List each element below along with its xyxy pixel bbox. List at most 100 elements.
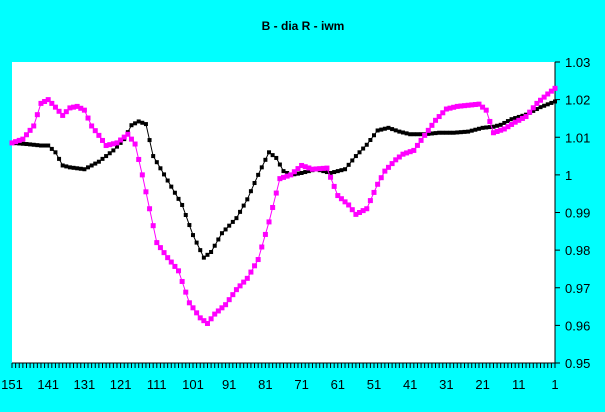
data-point-iwm xyxy=(349,207,355,213)
data-point-iwm xyxy=(45,97,51,103)
plot-area xyxy=(12,62,555,363)
data-point-iwm xyxy=(284,173,290,179)
data-point-iwm xyxy=(545,91,551,97)
data-point-dia xyxy=(292,172,297,177)
data-point-iwm xyxy=(552,85,558,91)
y-tick-label: 1 xyxy=(565,168,572,183)
data-point-iwm xyxy=(353,211,359,217)
data-point-dia xyxy=(241,203,246,208)
data-point-iwm xyxy=(150,223,156,229)
data-point-iwm xyxy=(9,140,15,146)
series-iwm xyxy=(9,85,558,326)
y-tick-label: 0.97 xyxy=(565,281,590,296)
data-point-dia xyxy=(187,223,192,228)
data-point-dia xyxy=(498,122,503,127)
data-point-dia xyxy=(38,143,43,148)
data-point-iwm xyxy=(13,139,19,145)
data-point-iwm xyxy=(147,206,153,212)
data-point-iwm xyxy=(306,165,312,171)
data-point-iwm xyxy=(375,181,381,187)
data-point-iwm xyxy=(179,278,185,284)
data-point-dia xyxy=(484,125,489,130)
data-point-iwm xyxy=(74,103,80,109)
x-tick-label: 121 xyxy=(110,377,132,392)
data-point-iwm xyxy=(270,204,276,210)
data-point-iwm xyxy=(255,257,261,263)
data-point-dia xyxy=(495,123,500,128)
data-point-iwm xyxy=(92,128,98,134)
data-point-dia xyxy=(42,143,47,148)
data-point-dia xyxy=(151,154,156,159)
data-point-dia xyxy=(75,166,80,171)
x-tick-label: 81 xyxy=(258,377,272,392)
data-point-dia xyxy=(17,141,22,146)
data-point-dia xyxy=(53,150,58,155)
data-point-iwm xyxy=(519,115,525,121)
data-point-iwm xyxy=(411,147,417,153)
data-point-dia xyxy=(513,116,518,121)
data-point-dia xyxy=(372,133,376,138)
data-point-dia xyxy=(78,166,83,171)
data-point-dia xyxy=(259,165,264,170)
data-point-dia xyxy=(393,128,398,133)
data-point-dia xyxy=(227,223,232,228)
data-point-iwm xyxy=(436,114,442,120)
data-point-iwm xyxy=(414,142,420,148)
x-tick-label: 91 xyxy=(222,377,236,392)
y-tick-label: 1.03 xyxy=(565,55,590,70)
data-point-dia xyxy=(324,170,329,175)
data-point-iwm xyxy=(143,189,149,195)
data-point-dia xyxy=(245,197,250,202)
data-point-iwm xyxy=(357,210,363,215)
data-point-iwm xyxy=(480,104,486,110)
data-point-iwm xyxy=(512,119,518,125)
data-point-iwm xyxy=(42,99,48,105)
data-point-dia xyxy=(35,143,40,148)
data-point-iwm xyxy=(121,134,127,140)
data-point-dia xyxy=(516,114,521,119)
data-point-iwm xyxy=(233,287,239,293)
data-point-dia xyxy=(285,170,290,175)
data-point-iwm xyxy=(165,255,171,261)
data-point-dia xyxy=(444,130,449,135)
data-point-dia xyxy=(390,127,395,132)
data-point-iwm xyxy=(288,172,294,178)
data-point-iwm xyxy=(139,172,145,178)
data-point-dia xyxy=(339,168,344,173)
data-point-iwm xyxy=(382,168,388,174)
data-point-iwm xyxy=(527,109,533,115)
data-point-dia xyxy=(147,138,152,143)
data-point-dia xyxy=(136,119,141,124)
data-point-dia xyxy=(104,154,109,159)
data-point-dia xyxy=(234,216,239,221)
data-point-iwm xyxy=(407,149,413,155)
data-point-iwm xyxy=(516,117,522,123)
x-tick-label: 151 xyxy=(1,377,23,392)
data-point-iwm xyxy=(63,109,69,115)
data-point-dia xyxy=(252,181,257,186)
data-point-iwm xyxy=(454,103,460,109)
data-point-dia xyxy=(158,166,163,171)
data-point-dia xyxy=(440,130,445,135)
data-point-dia xyxy=(553,99,557,104)
data-point-iwm xyxy=(291,169,297,175)
data-point-dia xyxy=(448,130,453,135)
data-point-dia xyxy=(491,124,496,129)
data-point-iwm xyxy=(476,101,482,107)
data-point-dia xyxy=(404,131,409,136)
data-point-dia xyxy=(520,113,525,118)
x-tick-label: 141 xyxy=(37,377,59,392)
data-point-dia xyxy=(133,121,138,126)
data-point-iwm xyxy=(226,297,232,303)
data-point-iwm xyxy=(230,292,236,298)
data-point-dia xyxy=(205,252,210,257)
x-tick-label: 21 xyxy=(475,377,489,392)
data-point-iwm xyxy=(494,128,500,134)
data-point-iwm xyxy=(161,250,167,256)
data-point-dia xyxy=(281,169,286,174)
y-ticks: 1.03 1.02 1.01 1 0.99 0.98 0.97 0.96 0.95 xyxy=(555,55,590,371)
data-point-dia xyxy=(49,146,54,151)
data-point-dia xyxy=(209,250,214,255)
data-point-iwm xyxy=(154,240,160,246)
